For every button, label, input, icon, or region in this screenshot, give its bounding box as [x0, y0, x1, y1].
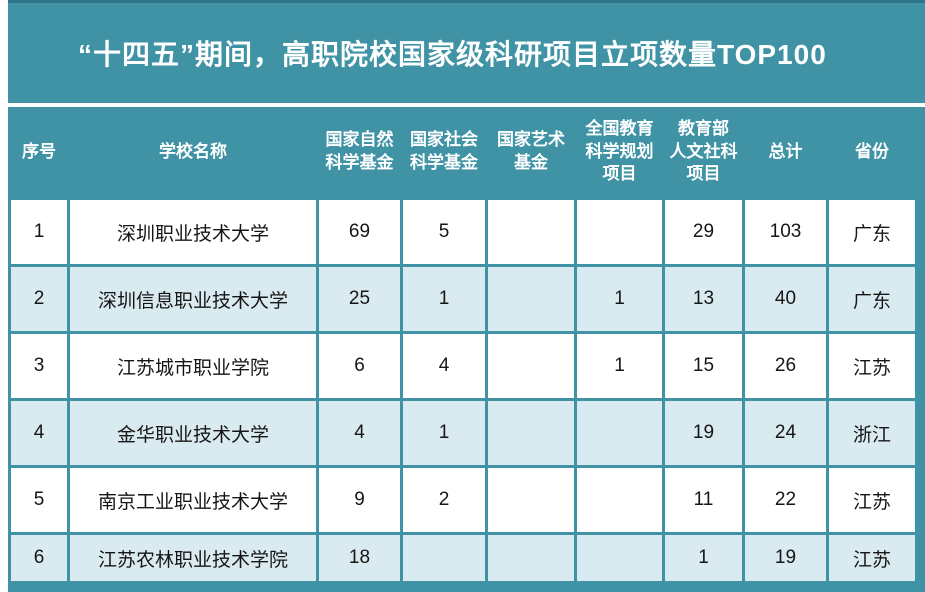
table-cell: 6: [11, 535, 67, 581]
table-cell: [488, 535, 574, 581]
page-title: “十四五”期间，高职院校国家级科研项目立项数量TOP100: [78, 39, 827, 70]
column-header-school-name: 学校名称: [70, 107, 316, 197]
table-cell: 2: [403, 468, 485, 532]
table-cell: 江苏城市职业学院: [70, 334, 316, 398]
table-cell: 13: [665, 267, 742, 331]
table-cell: [577, 468, 662, 532]
table-cell: 3: [11, 334, 67, 398]
table-cell: 广东: [829, 200, 915, 264]
table-cell: 40: [745, 267, 826, 331]
table-cell: 103: [745, 200, 826, 264]
table-cell: [577, 200, 662, 264]
table-cell: 4: [403, 334, 485, 398]
table-cell: 29: [665, 200, 742, 264]
table-cell: 1: [577, 334, 662, 398]
table-cell: 15: [665, 334, 742, 398]
table-cell: 1: [665, 535, 742, 581]
table-cell: 广东: [829, 267, 915, 331]
table-cell: 25: [319, 267, 400, 331]
table-cell: 22: [745, 468, 826, 532]
table-cell: [488, 401, 574, 465]
table-cell: 1: [403, 267, 485, 331]
table-cell: 江苏: [829, 334, 915, 398]
table-cell: 南京工业职业技术大学: [70, 468, 316, 532]
table-cell: 4: [319, 401, 400, 465]
column-header-natural-science-fund: 国家自然 科学基金: [319, 107, 400, 197]
column-header-province: 省份: [829, 107, 915, 197]
table-cell: [488, 200, 574, 264]
table-cell: 江苏: [829, 535, 915, 581]
table-cell: [488, 334, 574, 398]
column-header-edu-planning-project: 全国教育 科学规划 项目: [577, 107, 662, 197]
column-header-social-science-fund: 国家社会 科学基金: [403, 107, 485, 197]
ranking-table: 序号 学校名称 国家自然 科学基金 国家社会 科学基金 国家艺术 基金 全国教育…: [11, 107, 915, 581]
table-cell: 1: [403, 401, 485, 465]
table-cell: 深圳职业技术大学: [70, 200, 316, 264]
column-header-total: 总计: [745, 107, 826, 197]
title-separator: [8, 103, 925, 107]
table-cell: 5: [11, 468, 67, 532]
table-cell: 24: [745, 401, 826, 465]
table-cell: 浙江: [829, 401, 915, 465]
table-cell: 69: [319, 200, 400, 264]
table-cell: 19: [745, 535, 826, 581]
column-header-moe-humanities-project: 教育部 人文社科 项目: [665, 107, 742, 197]
table-cell: 江苏农林职业技术学院: [70, 535, 316, 581]
table-cell: 6: [319, 334, 400, 398]
table-cell: 1: [11, 200, 67, 264]
table-cell: 19: [665, 401, 742, 465]
table-cell: 5: [403, 200, 485, 264]
table-cell: 1: [577, 267, 662, 331]
table-cell: 2: [11, 267, 67, 331]
table-cell: 深圳信息职业技术大学: [70, 267, 316, 331]
table-cell: 金华职业技术大学: [70, 401, 316, 465]
table-cell: [403, 535, 485, 581]
table-cell: 11: [665, 468, 742, 532]
table-cell: 9: [319, 468, 400, 532]
column-header-arts-fund: 国家艺术 基金: [488, 107, 574, 197]
ranking-infographic-panel: “十四五”期间，高职院校国家级科研项目立项数量TOP100 序号 学校名称 国家…: [8, 0, 925, 592]
title-band: “十四五”期间，高职院校国家级科研项目立项数量TOP100: [8, 3, 925, 103]
table-cell: 江苏: [829, 468, 915, 532]
table-cell: [577, 401, 662, 465]
table-cell: 18: [319, 535, 400, 581]
column-header-index: 序号: [11, 107, 67, 197]
table-cell: [488, 267, 574, 331]
table-cell: 4: [11, 401, 67, 465]
table-cell: [488, 468, 574, 532]
table-cell: [577, 535, 662, 581]
table-cell: 26: [745, 334, 826, 398]
